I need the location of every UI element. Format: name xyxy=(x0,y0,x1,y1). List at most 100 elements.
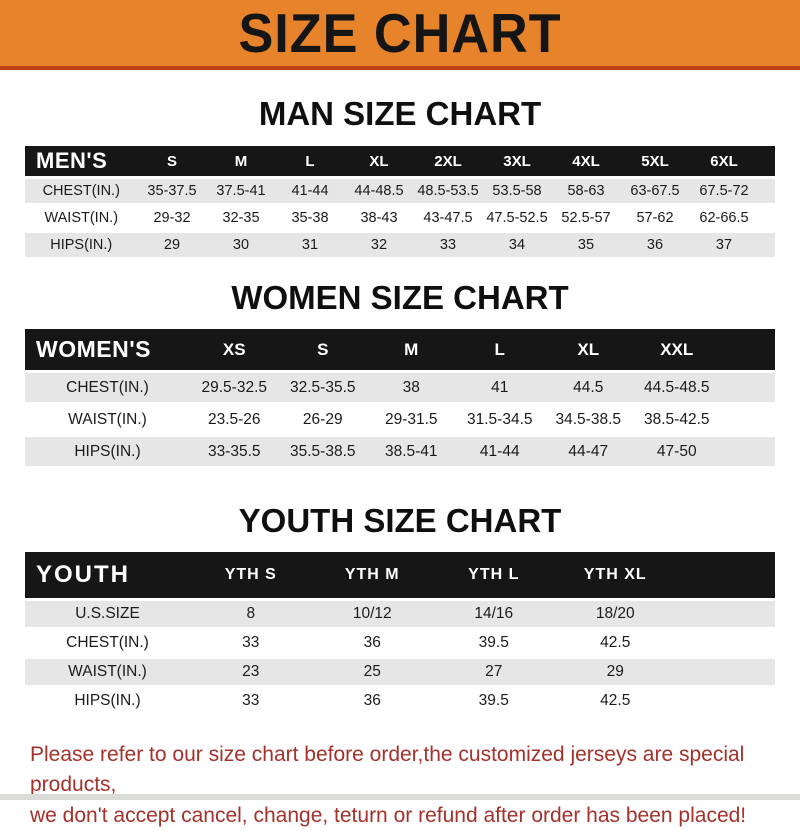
youth-col-header: YTH L xyxy=(468,566,520,583)
size-value: 33-35.5 xyxy=(207,442,261,460)
size-value: 29-31.5 xyxy=(384,410,438,428)
size-value: 47.5-52.5 xyxy=(486,210,548,226)
womens-col-header: L xyxy=(494,339,505,359)
size-value: 18/20 xyxy=(595,605,635,622)
youth-col-header: YTH M xyxy=(344,566,400,583)
size-value: 32-35 xyxy=(222,210,260,226)
size-value: 36 xyxy=(363,634,381,651)
size-value: 48.5-53.5 xyxy=(417,183,479,199)
size-value: 41-44 xyxy=(291,183,329,199)
womens-col-header: M xyxy=(404,339,419,359)
size-value: 53.5-58 xyxy=(492,183,542,199)
bottom-edge-strip xyxy=(0,794,800,800)
womens-col-header: XS xyxy=(222,339,246,359)
size-value: 27 xyxy=(485,663,503,680)
youth-ussize-row: U.S.SIZE 8 10/12 14/16 18/20 xyxy=(25,601,775,627)
size-value: 42.5 xyxy=(600,634,631,651)
row-label: CHEST(IN.) xyxy=(66,634,149,651)
row-label: U.S.SIZE xyxy=(75,605,140,622)
womens-col-header: XXL xyxy=(660,339,694,359)
row-label: HIPS(IN.) xyxy=(50,237,113,253)
size-value: 35.5-38.5 xyxy=(290,442,356,460)
mens-col-header: 5XL xyxy=(641,152,669,170)
size-value: 41-44 xyxy=(479,442,520,460)
footer-line-1: Please refer to our size chart before or… xyxy=(30,743,745,797)
size-value: 47-50 xyxy=(656,442,697,460)
size-value: 52.5-57 xyxy=(561,210,611,226)
youth-size-table: YOUTH YTH S YTH M YTH L YTH XL U.S.SIZE … xyxy=(25,552,775,714)
size-value: 39.5 xyxy=(478,692,509,709)
youth-table-title: YOUTH xyxy=(36,561,130,588)
size-value: 31 xyxy=(301,237,319,253)
size-value: 44-47 xyxy=(568,442,609,460)
size-value: 37.5-41 xyxy=(216,183,266,199)
mens-col-header: M xyxy=(234,152,248,170)
size-value: 31.5-34.5 xyxy=(467,410,533,428)
row-label: CHEST(IN.) xyxy=(66,378,149,396)
mens-col-header: S xyxy=(166,152,177,170)
size-value: 8 xyxy=(246,605,256,622)
womens-chest-row: CHEST(IN.) 29.5-32.5 32.5-35.5 38 41 44.… xyxy=(25,373,775,402)
size-value: 29.5-32.5 xyxy=(201,378,268,396)
size-value: 33 xyxy=(439,237,457,253)
footer-line-2: we don't accept cancel, change, teturn o… xyxy=(30,803,747,827)
mens-table-title: MEN'S xyxy=(36,148,108,173)
youth-col-header: YTH S xyxy=(224,566,277,583)
womens-table-header-row: WOMEN'S XS S M L XL XXL xyxy=(25,329,775,370)
size-value: 41 xyxy=(491,378,509,396)
mens-col-header: 3XL xyxy=(503,152,531,170)
size-value: 37 xyxy=(715,237,733,253)
size-value: 44.5 xyxy=(573,378,604,396)
size-value: 39.5 xyxy=(478,634,509,651)
size-value: 23.5-26 xyxy=(207,410,261,428)
size-value: 36 xyxy=(646,237,664,253)
size-value: 29 xyxy=(163,237,181,253)
size-value: 44-48.5 xyxy=(354,183,404,199)
row-label: HIPS(IN.) xyxy=(74,692,141,709)
size-value: 29 xyxy=(606,663,624,680)
size-value: 35-37.5 xyxy=(147,183,197,199)
footer-disclaimer: Please refer to our size chart before or… xyxy=(30,740,800,831)
banner-title: SIZE CHART xyxy=(238,2,562,64)
womens-col-header: XL xyxy=(577,339,600,359)
mens-col-header: 4XL xyxy=(572,152,600,170)
size-value: 14/16 xyxy=(474,605,514,622)
size-value: 38-43 xyxy=(360,210,398,226)
row-label: WAIST(IN.) xyxy=(68,410,147,428)
size-value: 34.5-38.5 xyxy=(555,410,622,428)
youth-size-chart-heading: YOUTH SIZE CHART xyxy=(238,502,562,539)
mens-col-header: L xyxy=(305,152,315,170)
size-value: 36 xyxy=(363,692,381,709)
mens-col-header: 2XL xyxy=(434,152,462,170)
size-value: 33 xyxy=(242,634,260,651)
size-value: 32.5-35.5 xyxy=(290,378,356,396)
size-value: 42.5 xyxy=(600,692,631,709)
women-size-chart-heading: WOMEN SIZE CHART xyxy=(231,279,569,316)
size-value: 29-32 xyxy=(153,210,191,226)
womens-table-title: WOMEN'S xyxy=(36,336,152,362)
mens-waist-row: WAIST(IN.) 29-32 32-35 35-38 38-43 43-47… xyxy=(25,206,775,230)
size-value: 38.5-41 xyxy=(384,442,438,460)
size-value: 34 xyxy=(508,237,526,253)
youth-hips-row: HIPS(IN.) 33 36 39.5 42.5 xyxy=(25,688,775,714)
size-value: 38 xyxy=(402,378,420,396)
size-value: 10/12 xyxy=(352,605,392,622)
size-value: 58-63 xyxy=(567,183,605,199)
womens-size-table: WOMEN'S XS S M L XL XXL CHEST(IN.) 29.5-… xyxy=(25,329,775,466)
womens-col-header: S xyxy=(317,339,329,359)
size-value: 35 xyxy=(577,237,595,253)
size-value: 33 xyxy=(242,692,260,709)
youth-waist-row: WAIST(IN.) 23 25 27 29 xyxy=(25,659,775,685)
mens-col-header: XL xyxy=(369,152,389,170)
size-value: 44.5-48.5 xyxy=(644,378,710,396)
row-label: WAIST(IN.) xyxy=(68,663,147,680)
womens-hips-row: HIPS(IN.) 33-35.5 35.5-38.5 38.5-41 41-4… xyxy=(25,437,775,466)
size-value: 63-67.5 xyxy=(630,183,680,199)
size-value: 25 xyxy=(363,663,381,680)
womens-waist-row: WAIST(IN.) 23.5-26 26-29 29-31.5 31.5-34… xyxy=(25,405,775,434)
mens-hips-row: HIPS(IN.) 29 30 31 32 33 34 35 36 37 xyxy=(25,233,775,257)
man-size-chart-heading: MAN SIZE CHART xyxy=(258,95,542,132)
mens-table-header-row: MEN'S S M L XL 2XL 3XL 4XL 5XL 6XL xyxy=(25,146,775,176)
size-value: 26-29 xyxy=(302,410,343,428)
size-value: 38.5-42.5 xyxy=(644,410,710,428)
